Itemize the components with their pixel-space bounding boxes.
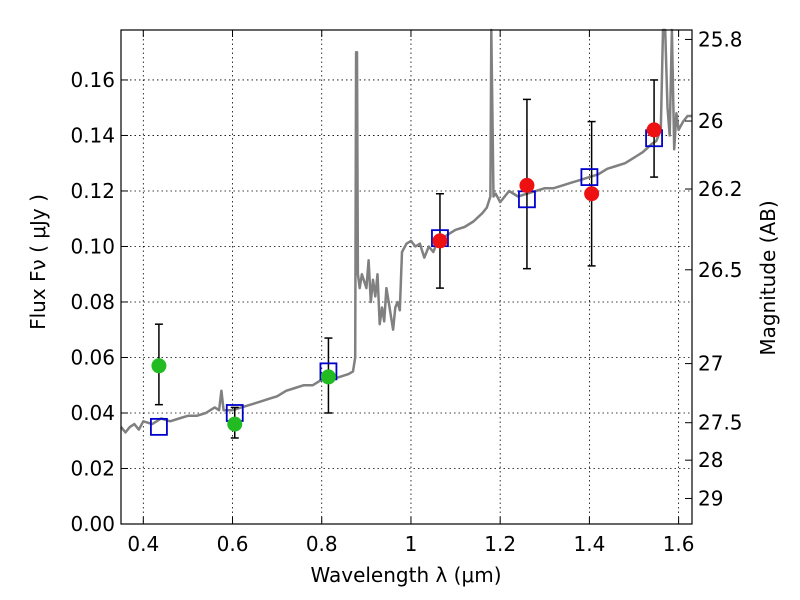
plot-background [121,30,692,524]
observed-flux-point [519,177,535,193]
right-tick-label: 26.2 [698,177,743,201]
y-tick-label: 0.14 [70,123,115,147]
right-tick-label: 26.5 [698,258,743,282]
right-axis-ticks: 25.8 26 26.2 26.5 27 27.5 28 29 [685,27,743,510]
y-tick-label: 0.10 [70,234,115,258]
y-axis-label: Flux Fν ( μJy ) [26,194,50,330]
y-tick-label: 0.08 [70,290,115,314]
observed-flux-point [320,369,336,385]
y-tick-label: 0.16 [70,68,115,92]
observed-flux-point [227,416,243,432]
right-axis-label: Magnitude (AB) [756,200,780,355]
x-tick-label: 1.6 [663,532,695,556]
y-tick-label: 0.04 [70,401,115,425]
observed-flux-point [646,122,662,138]
y-tick-label: 0.00 [70,512,115,536]
x-tick-label: 1.4 [573,532,605,556]
observed-flux-markers [151,122,662,432]
x-axis-ticks: 0.4 0.6 0.8 1 1.2 1.4 1.6 [127,30,695,556]
observed-flux-point [432,233,448,249]
x-tick-label: 0.6 [217,532,249,556]
observed-flux-point [151,358,167,374]
model-spectrum [120,28,692,434]
right-tick-label: 26 [698,109,723,133]
model-photometry-square [580,168,599,186]
x-axis-label: Wavelength λ (μm) [310,563,501,587]
right-tick-label: 28 [698,448,723,472]
y-axis-ticks: 0.00 0.02 0.04 0.06 0.08 0.10 0.12 0.14 0.16 [70,68,128,536]
y-tick-label: 0.12 [70,179,115,203]
observed-flux-point [584,186,600,202]
y-tick-label: 0.06 [70,345,115,369]
x-tick-label: 1 [405,532,418,556]
spectrum-line [120,28,692,434]
x-tick-label: 1.2 [484,532,516,556]
model-photometry-square [150,417,168,436]
x-tick-label: 0.4 [127,532,159,556]
right-tick-label: 27.5 [698,411,743,435]
x-tick-label: 0.8 [306,532,338,556]
right-tick-label: 27 [698,352,723,376]
y-tick-label: 0.02 [70,456,115,480]
plot-frame [120,29,693,525]
right-tick-label: 25.8 [698,27,743,51]
right-tick-label: 29 [698,486,723,510]
